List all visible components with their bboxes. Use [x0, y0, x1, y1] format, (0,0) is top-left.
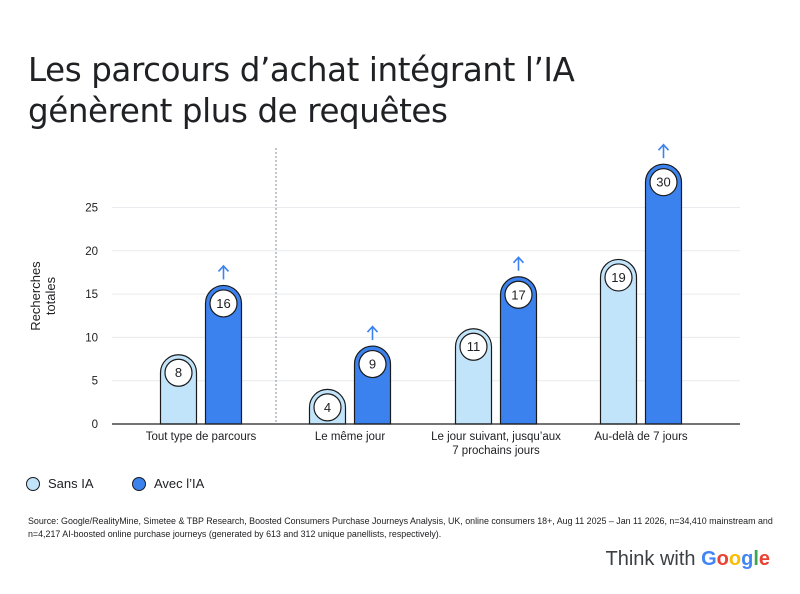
x-tick-label-line: Le jour suivant, jusqu’aux: [431, 431, 561, 443]
brand-prefix: Think with: [605, 548, 702, 570]
bar-group-sans-ia: 8: [159, 354, 198, 425]
x-tick-label: Tout type de parcours: [146, 431, 257, 443]
increase-arrow-icon: [366, 325, 379, 341]
legend-item-sans-ia: Sans IA: [26, 476, 94, 491]
data-label: 9: [369, 357, 376, 372]
data-label: 16: [216, 296, 230, 311]
bar-chart: 0 5 10 15 20 25 Recherchestotales 8 16 Tout type …: [28, 143, 740, 457]
think-with-google-logo: Think with Google: [606, 548, 771, 571]
bar-group-avec-ia: 17: [499, 256, 538, 425]
y-tick-label: 15: [85, 289, 98, 301]
arrow-head: [512, 256, 525, 264]
value-bubble: [164, 358, 193, 387]
title-line-2: génèrent plus de requêtes: [28, 92, 448, 130]
x-tick-label: Le jour suivant, jusqu’aux 7 prochains jo…: [431, 431, 561, 457]
value-bubble: [649, 168, 678, 197]
value-bubble: [604, 263, 633, 292]
bar: [599, 258, 638, 425]
y-tick-label: 20: [85, 246, 98, 258]
data-label: 17: [511, 287, 525, 302]
arrow-head: [657, 143, 670, 151]
increase-arrow-icon: [217, 264, 230, 280]
y-axis-label-line: totales: [43, 276, 58, 315]
legend-item-avec-ia: Avec l’IA: [132, 476, 204, 491]
source-note: Source: Google/RealityMine, Simetee & TB…: [28, 516, 773, 539]
x-tick-label-line: Au-delà de 7 jours: [594, 431, 688, 443]
x-tick-label: Le même jour: [315, 431, 385, 443]
chart-title: Les parcours d’achat intégrant l’IA génè…: [28, 50, 768, 132]
bar-group-sans-ia: 11: [454, 328, 493, 425]
arrow-head: [366, 325, 379, 333]
bar: [204, 284, 243, 425]
value-bubble: [358, 349, 387, 379]
y-tick-label: 10: [85, 332, 98, 344]
value-bubble: [504, 280, 533, 309]
y-axis-label: Recherchestotales: [28, 261, 58, 331]
y-tick-label: 5: [92, 376, 98, 388]
increase-arrow-icon: [657, 143, 670, 159]
y-tick-label: 25: [85, 203, 98, 215]
x-tick-label-line: Le même jour: [315, 431, 385, 443]
bar: [644, 163, 683, 425]
bar-group-sans-ia: 4: [308, 388, 347, 425]
brand-letter: o: [728, 548, 742, 570]
brand-letter: e: [758, 548, 770, 570]
data-label: 11: [467, 339, 481, 354]
data-label: 8: [175, 365, 182, 380]
title-line-1: Les parcours d’achat intégrant l’IA: [28, 51, 575, 89]
value-bubble: [459, 332, 488, 361]
brand-letter: g: [741, 548, 754, 570]
y-tick-label: 0: [92, 419, 98, 431]
increase-arrow-icon: [512, 256, 525, 271]
bar-group-avec-ia: 30: [644, 143, 683, 425]
legend-label-sans-ia: Sans IA: [48, 476, 94, 491]
data-label: 19: [611, 270, 625, 285]
bar: [499, 276, 538, 425]
x-tick-label: Au-delà de 7 jours: [594, 431, 688, 443]
value-bubble: [313, 393, 342, 422]
data-label: 4: [324, 400, 331, 415]
legend-label-avec-ia: Avec l’IA: [154, 476, 205, 491]
brand-letter: o: [716, 548, 729, 570]
legend-swatch-avec-ia: [132, 476, 146, 491]
x-tick-label-line: 7 prochains jours: [452, 445, 540, 457]
brand-letter: l: [753, 548, 759, 570]
bar-group-avec-ia: 9: [353, 325, 392, 425]
value-bubble: [209, 289, 238, 318]
bar-group-sans-ia: 19: [599, 258, 638, 425]
y-axis-label-line: Recherches: [28, 261, 43, 331]
brand-name: Google: [701, 548, 770, 570]
x-tick-label-line: Tout type de parcours: [146, 431, 257, 443]
legend-swatch-sans-ia: [26, 476, 40, 491]
data-label: 30: [656, 175, 670, 190]
arrow-head: [217, 264, 230, 272]
bar-group-avec-ia: 16: [204, 264, 243, 425]
brand-letter: G: [701, 548, 717, 570]
